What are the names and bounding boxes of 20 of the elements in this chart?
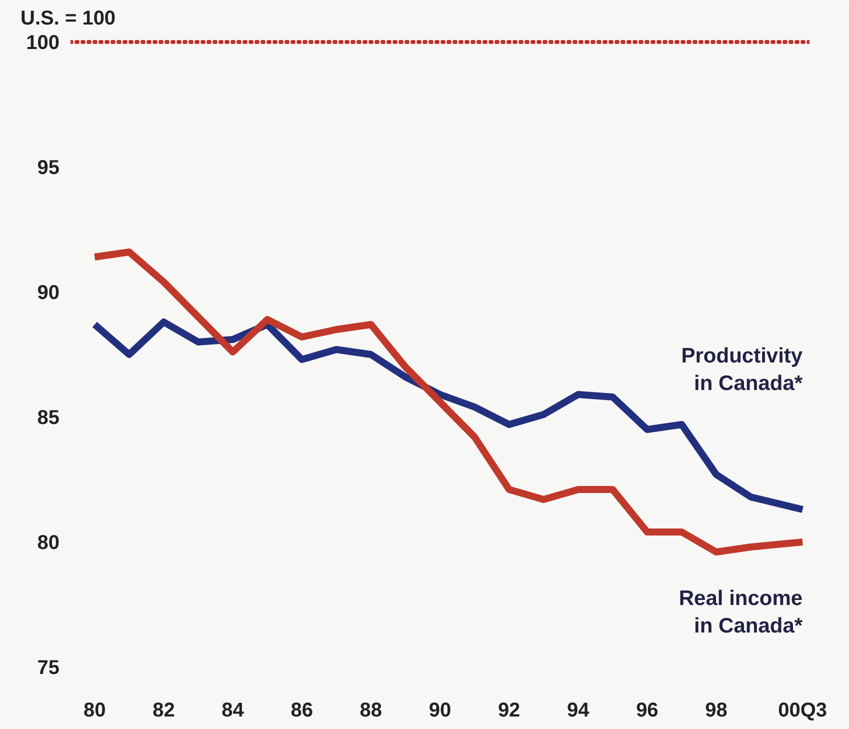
x-tick-label: 80 — [84, 700, 106, 722]
x-tick-label: 90 — [428, 700, 452, 722]
x-tick-label: 92 — [498, 700, 520, 722]
y-axis-title: U.S. = 100 — [20, 8, 116, 30]
y-tick-label: 85 — [37, 407, 60, 429]
y-tick-label: 95 — [37, 157, 60, 179]
text: Real income in Canada* — [678, 587, 804, 638]
x-tick-label: 98 — [705, 700, 728, 722]
series-label: Productivity in Canada* — [681, 344, 804, 396]
x-tick-label: 94 — [567, 700, 590, 722]
x-tick-label: 96 — [636, 700, 658, 722]
x-tick-label: 88 — [360, 700, 382, 722]
y-tick-label: 80 — [37, 532, 60, 554]
x-tick-label: 86 — [290, 700, 313, 722]
y-tick-label: 90 — [37, 282, 60, 304]
x-tick-label: 00Q3 — [778, 700, 828, 722]
x-tick-label: 84 — [222, 700, 245, 722]
x-tick-label: 82 — [152, 700, 175, 722]
y-tick-label: 100 — [26, 32, 60, 54]
y-tick-label: 75 — [37, 657, 60, 679]
